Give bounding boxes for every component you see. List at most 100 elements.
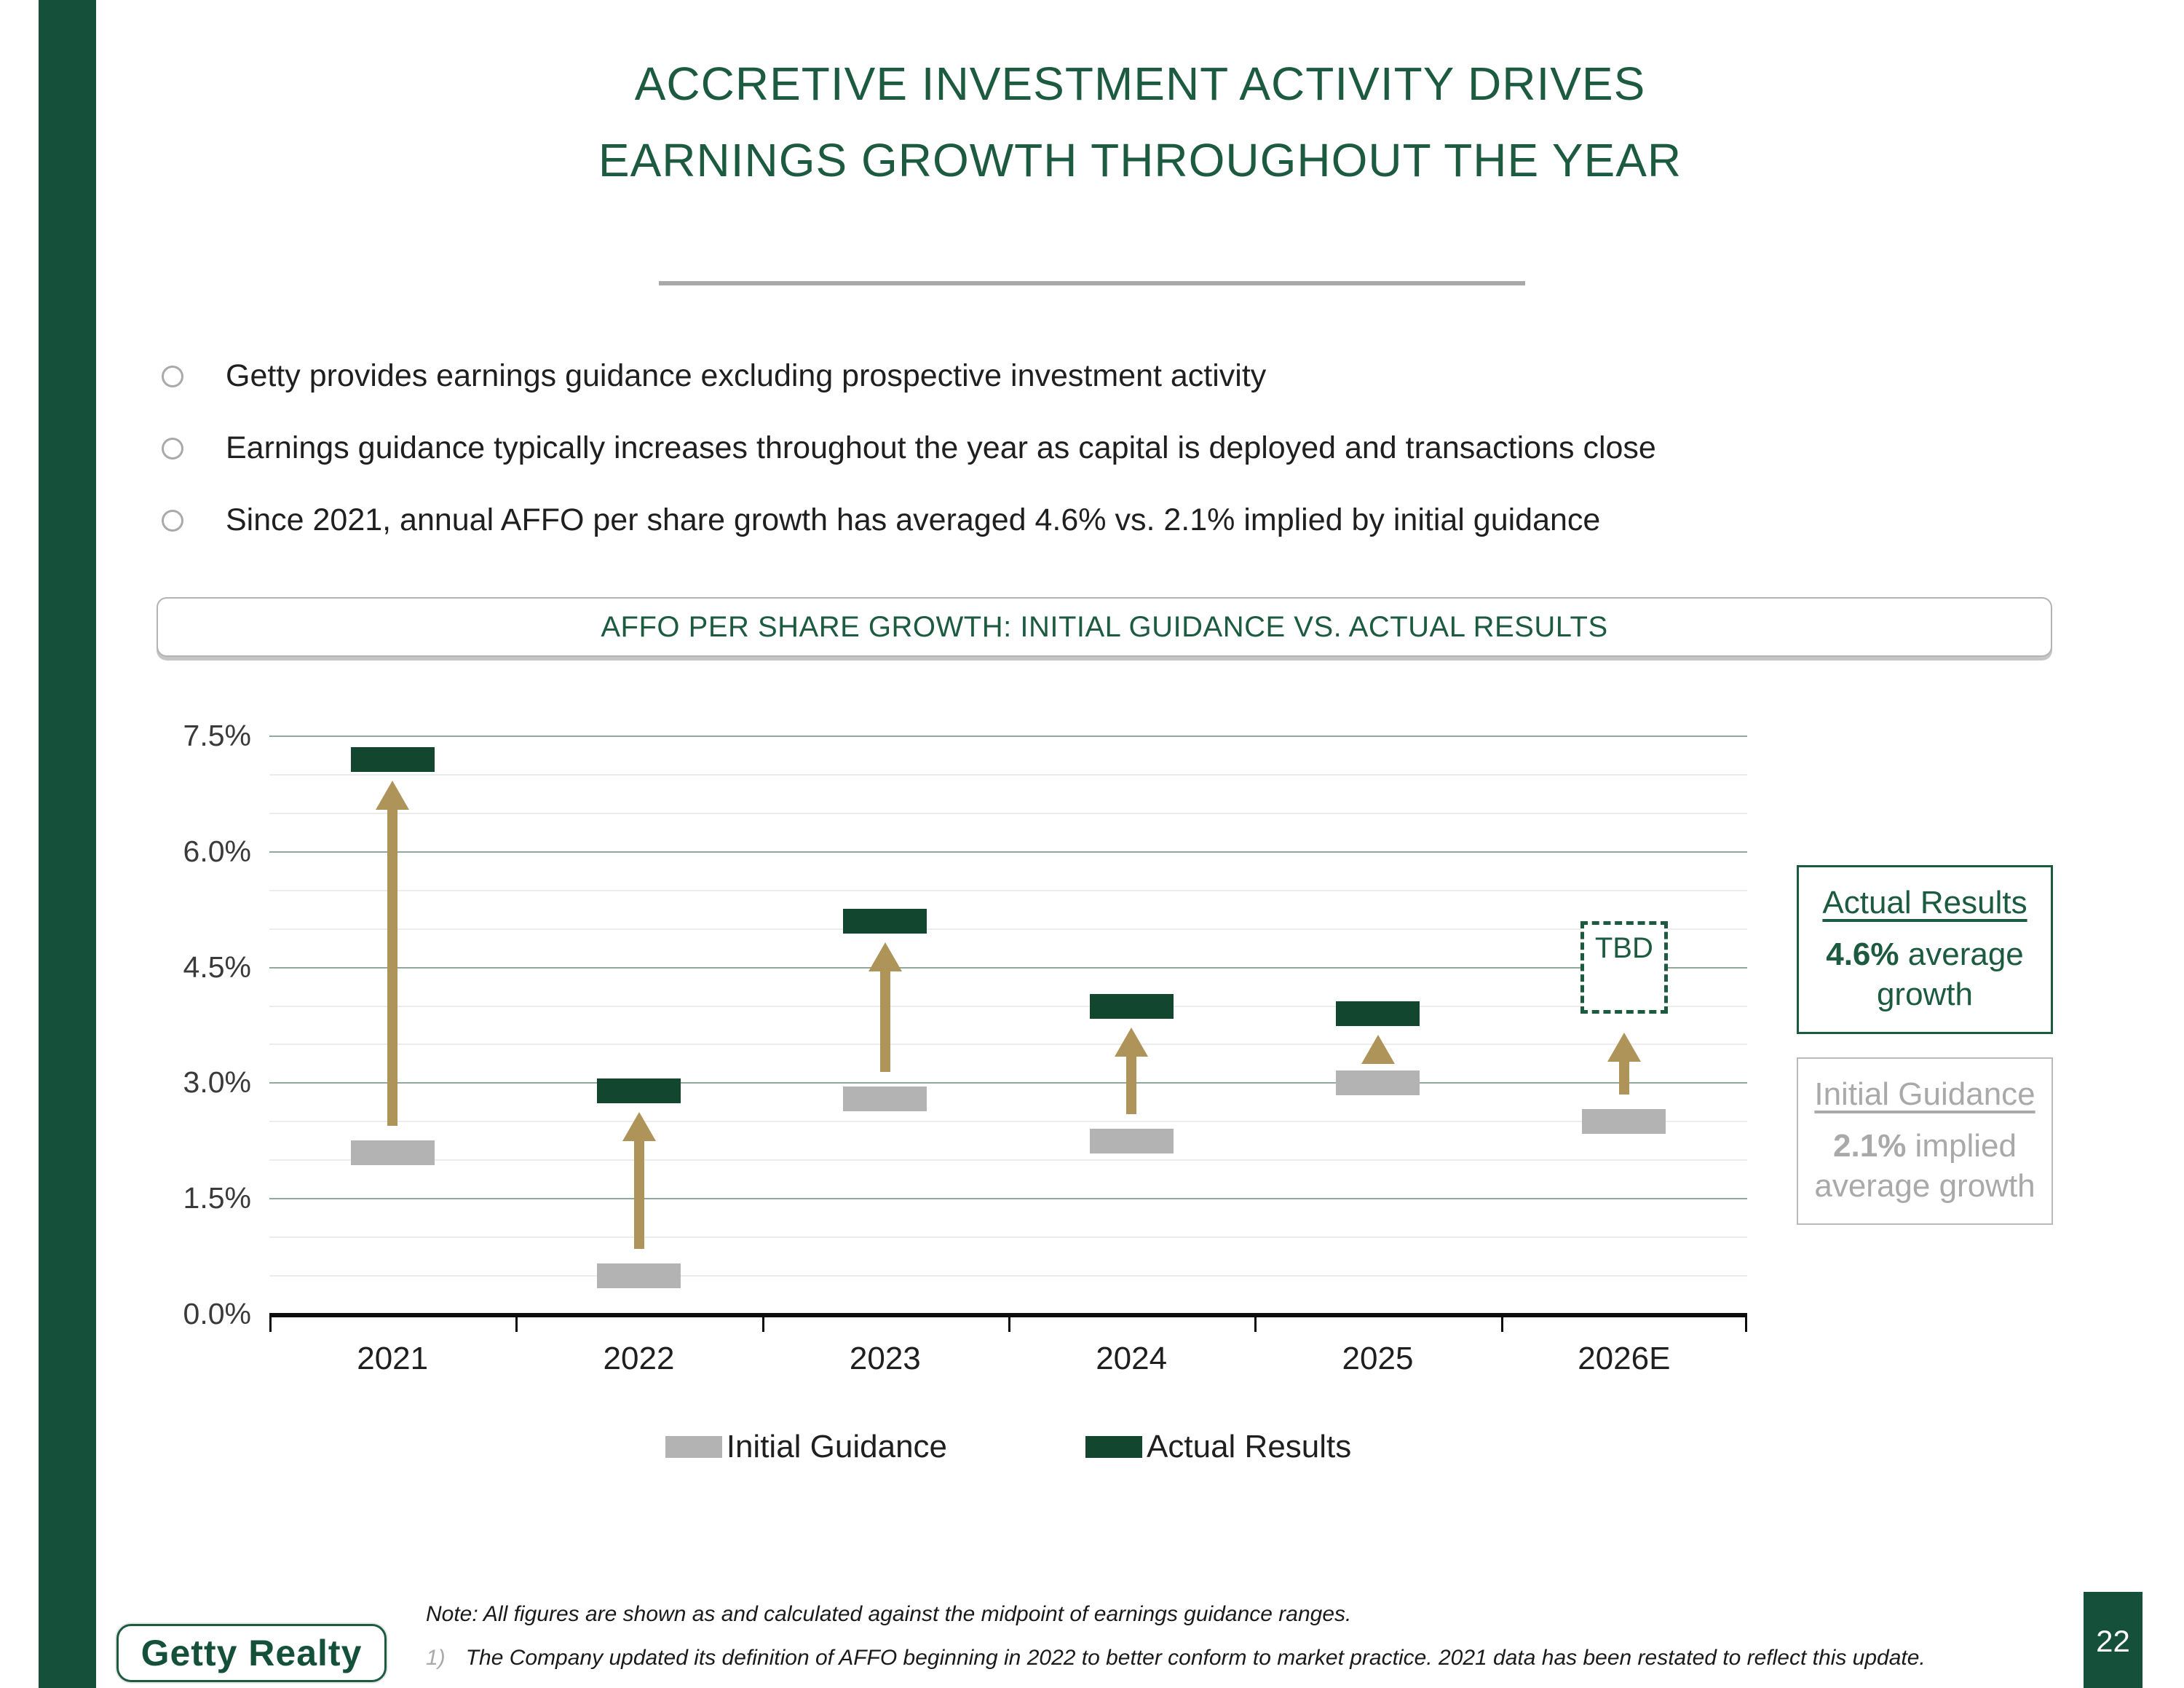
- affo-growth-chart: 0.0% 1.5% 3.0% 4.5% 6.0% 7.5% 2021 2022 2023 2024…: [183, 719, 1747, 1376]
- footnote-marker: 1): [426, 1646, 446, 1670]
- x-axis-tick: [761, 1313, 764, 1332]
- footnote-text: The Company updated its definition of AF…: [465, 1646, 1926, 1670]
- growth-arrow-shaft: [1618, 1059, 1629, 1095]
- chart-title: AFFO PER SHARE GROWTH: INITIAL GUIDANCE …: [601, 610, 1608, 643]
- actual-results-bar: [1336, 1001, 1420, 1027]
- growth-arrow-head: [868, 942, 902, 972]
- x-axis-category-label: 2022: [603, 1341, 675, 1376]
- initial-guidance-callout: Initial Guidance 2.1% implied average gr…: [1797, 1057, 2053, 1225]
- x-axis-tick: [1254, 1313, 1257, 1332]
- actual-results-value: 4.6%: [1826, 936, 1899, 972]
- y-axis-label: 0.0%: [183, 1297, 251, 1330]
- gridline-major: [269, 1198, 1747, 1200]
- initial-guidance-bar: [597, 1263, 681, 1289]
- gridline-minor: [269, 773, 1747, 776]
- page-number-block: 22: [2084, 1592, 2143, 1688]
- x-axis-tick: [1500, 1313, 1503, 1332]
- actual-results-callout: Actual Results 4.6% average growth: [1797, 865, 2053, 1034]
- actual-results-bar: [597, 1078, 681, 1103]
- gridline-minor: [269, 1159, 1747, 1162]
- initial-guidance-bar: [350, 1140, 435, 1165]
- y-axis-label: 4.5%: [183, 950, 251, 984]
- initial-guidance-value: 2.1%: [1833, 1128, 1907, 1164]
- gridline-major: [269, 735, 1747, 737]
- gridline-minor: [269, 1044, 1747, 1046]
- growth-arrow-shaft: [633, 1137, 644, 1250]
- growth-arrow-head: [1607, 1033, 1641, 1062]
- title-divider: [659, 281, 1525, 285]
- left-accent-bar: [39, 0, 96, 1688]
- x-axis-category-label: 2021: [357, 1341, 429, 1376]
- y-axis-label: 1.5%: [183, 1181, 251, 1215]
- x-axis-category-label: 2024: [1096, 1341, 1168, 1376]
- legend-swatch: [665, 1436, 722, 1458]
- x-axis-tick: [515, 1313, 518, 1332]
- growth-arrow-shaft: [879, 969, 890, 1072]
- bullet-circle-icon: [162, 437, 183, 460]
- getty-realty-logo-text: Getty Realty: [141, 1633, 363, 1673]
- growth-arrow-shaft: [1126, 1053, 1137, 1114]
- tbd-label: TBD: [1594, 932, 1653, 965]
- chart-legend: Initial Guidance Actual Results: [269, 1429, 1747, 1465]
- x-axis-category-label: 2023: [849, 1341, 921, 1376]
- page-number: 22: [2096, 1624, 2130, 1658]
- actual-results-callout-body: 4.6% average growth: [1826, 936, 2024, 1012]
- y-axis-label: 3.0%: [183, 1065, 251, 1100]
- gridline-major: [269, 966, 1747, 969]
- y-axis-label: 7.5%: [183, 719, 251, 752]
- legend-swatch: [1085, 1436, 1143, 1458]
- slide-title: ACCRETIVE INVESTMENT ACTIVITY DRIVES EAR…: [96, 58, 2184, 213]
- actual-results-bar: [1089, 993, 1174, 1019]
- growth-arrow-head: [1115, 1027, 1149, 1057]
- legend-item: Initial Guidance: [665, 1429, 947, 1465]
- initial-guidance-bar: [1336, 1070, 1420, 1096]
- footnotes: Note: All figures are shown as and calcu…: [426, 1602, 2027, 1671]
- growth-arrow-head: [1361, 1035, 1395, 1065]
- x-axis-category-label: 2026E: [1578, 1341, 1671, 1376]
- x-axis-tick: [1745, 1313, 1747, 1332]
- slide-title-line2: EARNINGS GROWTH THROUGHOUT THE YEAR: [598, 134, 1682, 187]
- slide-title-line1: ACCRETIVE INVESTMENT ACTIVITY DRIVES: [634, 58, 1646, 110]
- bullet-list: Getty provides earnings guidance excludi…: [162, 358, 1982, 575]
- gridline-major: [269, 1082, 1747, 1084]
- actual-results-bar: [350, 746, 435, 772]
- tbd-box: TBD: [1580, 921, 1668, 1014]
- bullet-text: Since 2021, annual AFFO per share growth…: [226, 502, 1601, 537]
- gridline-minor: [269, 812, 1747, 814]
- bullet-circle-icon: [162, 509, 183, 532]
- growth-arrow-shaft: [387, 806, 398, 1126]
- gridline-minor: [269, 1005, 1747, 1007]
- legend-item: Actual Results: [1085, 1429, 1351, 1465]
- gridline-minor: [269, 1275, 1747, 1277]
- actual-results-callout-title: Actual Results: [1822, 885, 2027, 920]
- bullet-item: Getty provides earnings guidance excludi…: [162, 358, 1982, 394]
- growth-arrow-head: [622, 1111, 656, 1141]
- x-axis-category-label: 2025: [1342, 1341, 1414, 1376]
- initial-guidance-bar: [843, 1086, 927, 1111]
- y-axis-label: 6.0%: [183, 834, 251, 868]
- footnote-line: 1) The Company updated its definition of …: [426, 1646, 2027, 1671]
- bullet-item: Since 2021, annual AFFO per share growth…: [162, 502, 1982, 538]
- getty-realty-logo: Getty Realty: [116, 1624, 387, 1682]
- note-line: Note: All figures are shown as and calcu…: [426, 1602, 1352, 1626]
- bullet-text: Earnings guidance typically increases th…: [226, 430, 1656, 465]
- growth-arrow-head: [376, 780, 410, 810]
- gridline-minor: [269, 928, 1747, 930]
- initial-guidance-callout-body: 2.1% implied average growth: [1814, 1128, 2035, 1204]
- legend-label: Initial Guidance: [726, 1429, 948, 1464]
- initial-guidance-bar: [1089, 1128, 1174, 1153]
- bullet-text: Getty provides earnings guidance excludi…: [226, 358, 1267, 393]
- gridline-minor: [269, 1237, 1747, 1239]
- gridline-major: [269, 851, 1747, 853]
- legend-label: Actual Results: [1147, 1429, 1352, 1464]
- initial-guidance-callout-title: Initial Guidance: [1814, 1076, 2035, 1112]
- actual-results-bar: [843, 909, 927, 934]
- x-axis-tick: [269, 1313, 272, 1332]
- initial-guidance-bar: [1582, 1109, 1666, 1135]
- chart-title-box: AFFO PER SHARE GROWTH: INITIAL GUIDANCE …: [157, 597, 2052, 657]
- gridline-minor: [269, 1121, 1747, 1123]
- gridline-minor: [269, 889, 1747, 891]
- bullet-item: Earnings guidance typically increases th…: [162, 430, 1982, 466]
- bullet-circle-icon: [162, 365, 183, 387]
